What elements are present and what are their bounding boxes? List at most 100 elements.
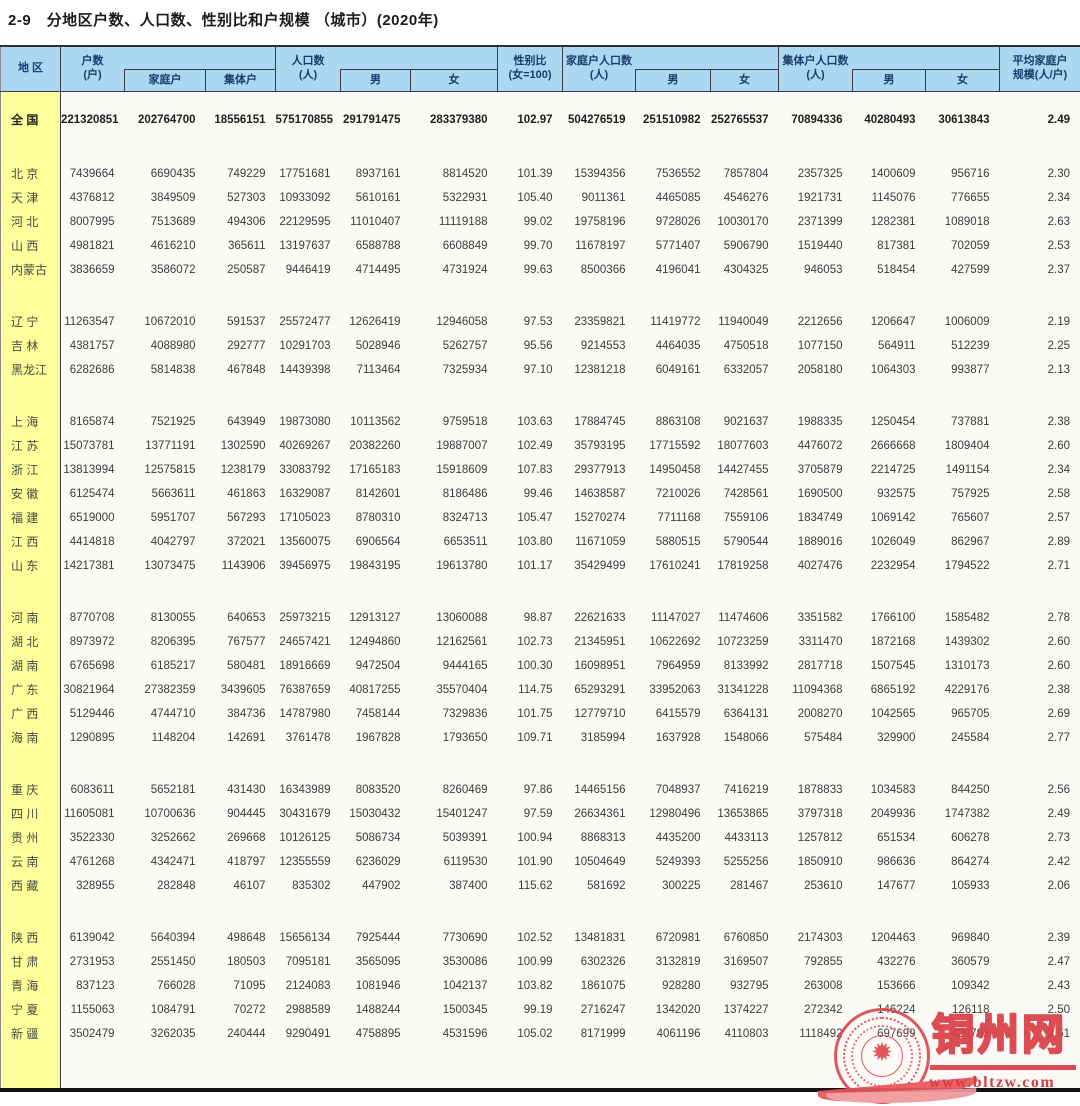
region-column-fill [0, 577, 61, 606]
table-row: 四 川 11605081 10700636 904445 30431679 1503043… [0, 801, 1080, 826]
cell-value: 2.71 [1047, 559, 1070, 572]
cell-value: 6139042 [69, 931, 115, 944]
cell-value: 1042565 [870, 707, 916, 720]
cell-value: 12913127 [349, 611, 401, 624]
cell-value: 19873080 [279, 415, 331, 428]
cell-value: 564911 [877, 339, 916, 352]
cell-value: 23359821 [574, 315, 626, 328]
cell-value: 107.83 [517, 463, 553, 476]
cell-value: 387400 [449, 879, 488, 892]
cell-value: 19613780 [436, 559, 488, 572]
region-column-fill [0, 91, 61, 108]
cell-value: 4531596 [442, 1027, 488, 1040]
cell-value: 2.34 [1047, 463, 1070, 476]
cell-value: 100.94 [517, 831, 553, 844]
cell-value: 1491154 [945, 463, 990, 476]
cell-value: 498648 [227, 931, 266, 944]
cell-value: 702059 [951, 239, 990, 252]
cell-value: 3252662 [150, 831, 196, 844]
cell-value: 102.73 [517, 635, 553, 648]
cell-value: 1439302 [944, 635, 990, 648]
cell-value: 12946058 [436, 315, 488, 328]
cell-value: 10700636 [144, 807, 196, 820]
cell-value: 4088980 [150, 339, 196, 352]
cell-value: 420793 [951, 1027, 990, 1040]
col-header-male: 男 [852, 69, 926, 92]
cell-value: 6906564 [355, 535, 401, 548]
cell-value: 3836659 [69, 263, 115, 276]
header-spacer [340, 46, 498, 70]
cell-value: 99.19 [523, 1003, 553, 1016]
cell-value: 103.63 [517, 415, 553, 428]
cell-value: 292777 [227, 339, 266, 352]
cell-value: 15656134 [279, 931, 331, 944]
cell-value: 1872168 [870, 635, 916, 648]
cell-value: 2.56 [1047, 783, 1070, 796]
cell-value: 71095 [233, 979, 266, 992]
cell-value: 1374227 [723, 1003, 769, 1016]
cell-value: 2.69 [1047, 707, 1070, 720]
cell-value: 26634361 [574, 807, 626, 820]
cell-value: 1921731 [797, 191, 843, 204]
cell-value: 101.90 [517, 855, 553, 868]
cell-value: 956716 [951, 167, 990, 180]
cell-value: 3565095 [355, 955, 401, 968]
table-row: 福 建 6519000 5951707 567293 17105023 8780310 83… [0, 505, 1080, 530]
cell-value: 15073781 [63, 439, 115, 452]
cell-value: 2.58 [1047, 487, 1070, 500]
cell-value: 31341228 [717, 683, 769, 696]
cell-value: 253610 [804, 879, 843, 892]
cell-value: 1042137 [442, 979, 488, 992]
cell-value: 9214553 [580, 339, 626, 352]
cell-value: 14217381 [63, 559, 115, 572]
cell-value: 14950458 [649, 463, 701, 476]
cell-value: 837123 [76, 979, 115, 992]
cell-value: 2.06 [1047, 879, 1070, 892]
table-row: 内蒙古 3836659 3586072 250587 9446419 4714495 473… [0, 257, 1080, 282]
cell-value: 7730690 [442, 931, 488, 944]
statistics-table: 地 区 户数 (户) 人口数 (人) 性别比 (女=100) 家庭户人口数 (人… [0, 45, 1080, 1092]
cell-value: 17715592 [649, 439, 701, 452]
col-header-family-population: 家庭户人口数 (人) [562, 46, 636, 92]
cell-value: 749229 [227, 167, 266, 180]
cell-value: 13771191 [145, 439, 196, 452]
cell-value: 2.25 [1047, 339, 1070, 352]
cell-value: 8186486 [442, 487, 488, 500]
cell-value: 447902 [362, 879, 401, 892]
cell-value: 46107 [233, 879, 266, 892]
cell-value: 35570404 [436, 683, 488, 696]
cell-value: 6415579 [655, 707, 701, 720]
cell-value: 11671059 [575, 535, 626, 548]
cell-value: 2.38 [1047, 683, 1070, 696]
cell-value: 1155063 [70, 1003, 115, 1016]
cell-value: 6760850 [723, 931, 769, 944]
cell-value: 12626419 [349, 315, 401, 328]
cell-value: 272342 [804, 1003, 843, 1016]
cell-value: 2.34 [1047, 191, 1070, 204]
cell-value: 7416219 [723, 783, 769, 796]
cell-value: 2.60 [1047, 635, 1070, 648]
cell-value: 282848 [157, 879, 196, 892]
cell-value: 4714495 [355, 263, 401, 276]
cell-value: 7113464 [356, 363, 401, 376]
cell-value: 101.17 [517, 559, 553, 572]
region-label: 广 西 [0, 701, 61, 726]
cell-value: 97.53 [523, 315, 553, 328]
cell-value: 1809404 [944, 439, 990, 452]
cell-value: 8780310 [355, 511, 401, 524]
cell-value: 109342 [951, 979, 990, 992]
cell-value: 1507545 [870, 659, 916, 672]
cell-value: 7458144 [355, 707, 401, 720]
cell-value: 1089018 [944, 215, 990, 228]
cell-value: 5255256 [723, 855, 769, 868]
cell-value: 1637928 [655, 731, 701, 744]
cell-value: 4342471 [150, 855, 196, 868]
region-label: 新 疆 [0, 1021, 61, 1046]
header-spacer [124, 46, 276, 70]
cell-value: 10933092 [279, 191, 331, 204]
cell-value: 147677 [877, 879, 916, 892]
cell-value: 1850910 [797, 855, 843, 868]
cell-value: 1889016 [797, 535, 843, 548]
cell-value: 2731953 [69, 955, 115, 968]
cell-value: 102.97 [517, 113, 553, 126]
